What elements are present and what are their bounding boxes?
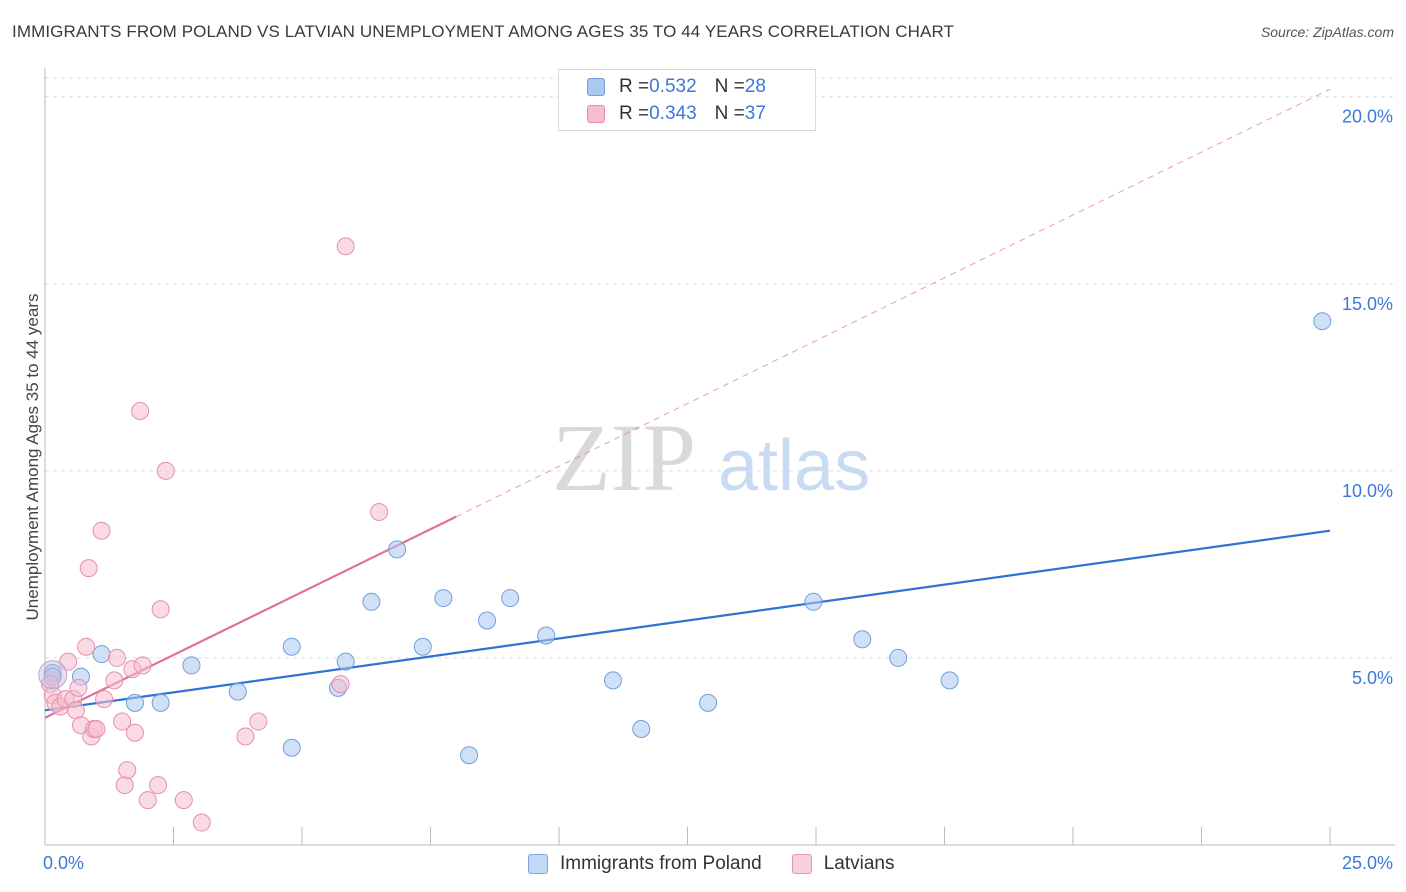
trend-line-extension	[455, 88, 1331, 518]
data-point	[370, 503, 389, 522]
legend-label: Latvians	[823, 853, 895, 874]
data-point	[228, 682, 247, 701]
data-point	[940, 671, 959, 690]
data-point	[434, 589, 453, 608]
data-point	[118, 761, 137, 780]
data-point	[151, 600, 170, 619]
legend-n-label: N =	[714, 76, 745, 97]
data-point	[853, 630, 872, 649]
data-point	[699, 693, 718, 712]
grid-layer	[45, 77, 1395, 659]
data-point	[87, 720, 106, 739]
y-tick-label: 15.0%	[1342, 294, 1393, 314]
legend-label: Immigrants from Poland	[560, 853, 762, 874]
data-point	[115, 776, 134, 795]
data-point	[460, 746, 479, 765]
data-point	[107, 648, 126, 667]
data-point	[362, 592, 381, 611]
legend-r-value: 0.343	[649, 103, 697, 124]
data-point	[192, 813, 211, 832]
data-point	[174, 791, 193, 810]
data-point	[92, 645, 111, 664]
data-point	[336, 652, 355, 671]
y-tick-label: 20.0%	[1342, 107, 1393, 127]
legend-swatch-pink	[791, 854, 812, 874]
legend-row-latvians: R = 0.343 N = 37	[587, 102, 766, 126]
data-point	[149, 776, 168, 795]
data-point	[105, 671, 124, 690]
x-tick-label: 25.0%	[1342, 853, 1393, 873]
legend-n-value: 37	[744, 103, 766, 124]
data-point	[113, 712, 132, 731]
data-point	[331, 675, 350, 694]
legend-n-label: N =	[714, 103, 745, 124]
trend-line	[44, 529, 1331, 712]
legend-swatch-blue	[587, 78, 605, 96]
watermark: ZIP atlas	[552, 404, 870, 511]
data-point	[249, 712, 268, 731]
data-point	[632, 720, 651, 739]
legend-r-value: 0.532	[649, 76, 697, 97]
data-point	[38, 660, 68, 690]
legend-r-label: R =	[619, 76, 650, 97]
data-point	[413, 637, 432, 656]
legend-n-value: 28	[744, 76, 766, 97]
data-point	[1313, 312, 1332, 331]
data-point	[125, 723, 144, 742]
data-point	[478, 611, 497, 630]
data-point	[537, 626, 556, 645]
trend-layer	[44, 88, 1331, 719]
y-tick-label: 10.0%	[1342, 481, 1393, 501]
points-layer	[38, 237, 1332, 832]
data-point	[889, 648, 908, 667]
data-point	[69, 678, 88, 697]
data-point	[95, 690, 114, 709]
data-point	[131, 401, 150, 420]
data-point	[151, 693, 170, 712]
watermark-atlas: atlas	[718, 426, 870, 506]
data-point	[804, 592, 823, 611]
correlation-legend: R = 0.532 N = 28 R = 0.343 N = 37	[558, 69, 816, 131]
data-point	[388, 540, 407, 559]
legend-item-latvians: Latvians	[791, 853, 895, 875]
legend-swatch-blue	[528, 854, 548, 874]
data-point	[125, 693, 144, 712]
data-point	[336, 237, 355, 256]
data-point	[156, 461, 175, 480]
data-point	[138, 791, 157, 810]
data-point	[182, 656, 201, 675]
x-tick-label: 0.0%	[43, 853, 84, 873]
data-point	[79, 559, 98, 578]
data-point	[236, 727, 255, 746]
axis-layer: 5.0% 10.0% 15.0% 20.0% 0.0% 25.0%	[43, 68, 1395, 873]
data-point	[66, 701, 85, 720]
legend-item-poland: Immigrants from Poland	[528, 853, 762, 875]
data-point	[501, 589, 520, 608]
legend-swatch-pink	[587, 105, 605, 123]
source-credit: Source: ZipAtlas.com	[1260, 24, 1394, 40]
legend-row-poland: R = 0.532 N = 28	[587, 75, 766, 99]
y-tick-label: 5.0%	[1352, 668, 1393, 688]
data-point	[133, 656, 152, 675]
series-legend: Immigrants from Poland Latvians	[528, 852, 924, 876]
data-point	[282, 738, 301, 757]
watermark-zip: ZIP	[552, 404, 696, 511]
chart-title: IMMIGRANTS FROM POLAND VS LATVIAN UNEMPL…	[12, 22, 954, 41]
data-point	[77, 637, 96, 656]
data-point	[92, 521, 111, 540]
legend-r-label: R =	[619, 103, 650, 124]
data-point	[603, 671, 622, 690]
data-point	[282, 637, 301, 656]
y-axis-label: Unemployment Among Ages 35 to 44 years	[23, 294, 42, 621]
